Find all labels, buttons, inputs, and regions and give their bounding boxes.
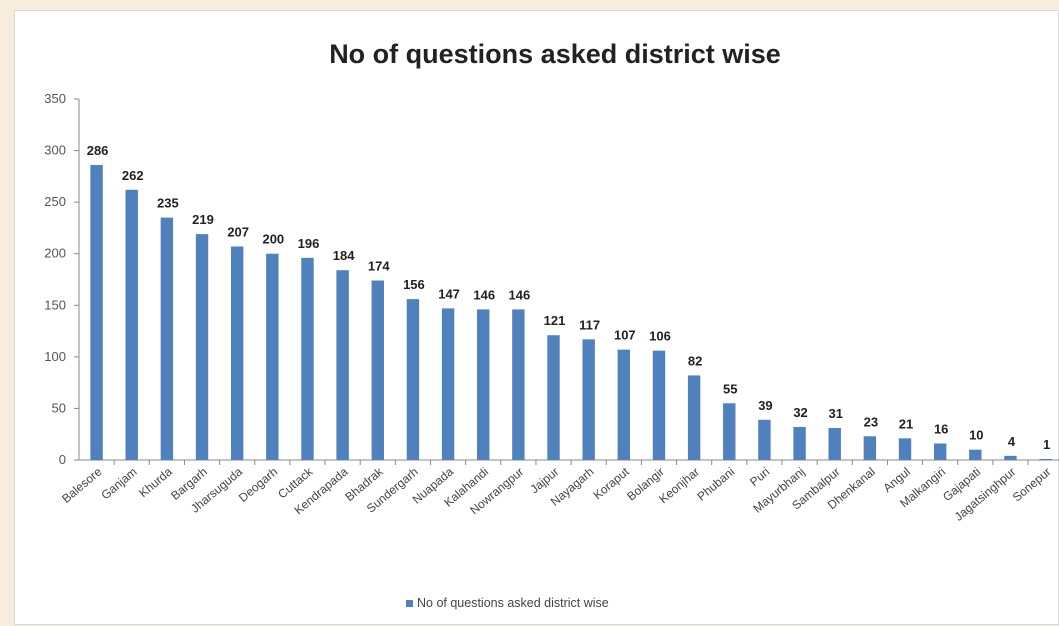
y-tick-label: 200	[44, 246, 66, 261]
data-label: 146	[473, 287, 495, 302]
bar	[441, 308, 455, 460]
x-tick-label: Balesore	[59, 464, 105, 505]
y-tick-label: 350	[44, 91, 66, 106]
data-label: 117	[579, 317, 600, 332]
data-label: 106	[649, 329, 671, 344]
data-label: 16	[934, 422, 948, 437]
data-label: 174	[368, 259, 390, 274]
y-tick-label: 150	[44, 297, 66, 312]
x-tick-label: Deogarh	[236, 465, 280, 505]
data-label: 219	[192, 212, 214, 227]
bar	[617, 349, 631, 460]
data-label: 207	[227, 224, 249, 239]
data-label: 107	[614, 328, 636, 343]
x-tick-label: Ganjam	[98, 465, 139, 503]
y-tick-label: 250	[44, 194, 66, 209]
y-tick-label: 0	[59, 452, 66, 467]
x-tick-label: Jagatsinghpur	[952, 465, 1019, 524]
legend-swatch	[406, 600, 413, 607]
data-label: 1	[1043, 437, 1050, 452]
data-label: 286	[87, 143, 109, 158]
bar	[969, 449, 982, 460]
x-tick-label: Puri	[747, 465, 772, 489]
data-label: 184	[333, 248, 355, 263]
x-tick-label: Khurda	[136, 464, 175, 500]
data-label: 146	[509, 287, 531, 302]
bar	[898, 438, 912, 460]
data-label: 32	[793, 405, 807, 420]
bar	[1039, 458, 1052, 460]
bar	[652, 350, 666, 460]
bar	[863, 436, 877, 460]
chart-frame: No of questions asked district wise 0 50 1…	[14, 10, 1059, 625]
x-axis: BalesoreGanjamKhurdaBargarhJharsugudaDeo…	[59, 459, 1059, 524]
bar	[371, 280, 384, 460]
data-label: 147	[438, 286, 460, 301]
legend: No of questions asked district wise	[406, 596, 609, 610]
y-axis: 0 50 100 150 200 250 300 350	[44, 91, 80, 467]
bar	[723, 403, 736, 460]
x-tick-label: Phubani	[694, 465, 737, 504]
bar	[758, 419, 771, 460]
chart-title: No of questions asked district wise	[329, 39, 781, 69]
bar-chart: No of questions asked district wise 0 50 1…	[44, 39, 1059, 610]
bar	[195, 234, 209, 460]
data-label: 200	[262, 232, 284, 247]
data-label: 196	[298, 236, 320, 251]
data-label: 39	[758, 398, 772, 413]
data-label: 235	[157, 196, 179, 211]
data-label: 121	[544, 313, 566, 328]
x-tick-label: Sonepur	[1010, 465, 1054, 505]
bar-series	[90, 165, 1052, 460]
bar	[406, 299, 420, 460]
bar	[933, 443, 947, 460]
bar	[1004, 455, 1017, 460]
bar	[336, 270, 349, 460]
bar	[687, 375, 701, 460]
data-label: 31	[828, 406, 842, 421]
data-label: 82	[688, 353, 702, 368]
bar	[90, 165, 103, 460]
bar	[828, 428, 841, 460]
bar	[582, 339, 595, 460]
bar	[266, 253, 279, 460]
data-label: 21	[899, 416, 913, 431]
bar	[301, 257, 314, 460]
bar	[547, 335, 560, 460]
data-label: 4	[1008, 434, 1016, 449]
data-label: 55	[723, 381, 737, 396]
data-label: 23	[864, 414, 878, 429]
legend-label: No of questions asked district wise	[417, 596, 609, 610]
y-tick-label: 300	[44, 143, 66, 158]
data-label: 262	[122, 168, 144, 183]
bar	[477, 309, 490, 460]
data-label: 156	[403, 277, 425, 292]
bar	[512, 309, 525, 460]
bar	[125, 189, 138, 460]
bar	[230, 246, 244, 460]
data-label: 10	[969, 428, 983, 443]
bar	[793, 426, 806, 460]
bar	[160, 217, 174, 460]
y-tick-label: 50	[52, 400, 66, 415]
y-tick-label: 100	[44, 349, 66, 364]
data-labels: 286 262 235 219 207 200 196 184 174 156 147 146 146 1…	[87, 143, 1051, 452]
